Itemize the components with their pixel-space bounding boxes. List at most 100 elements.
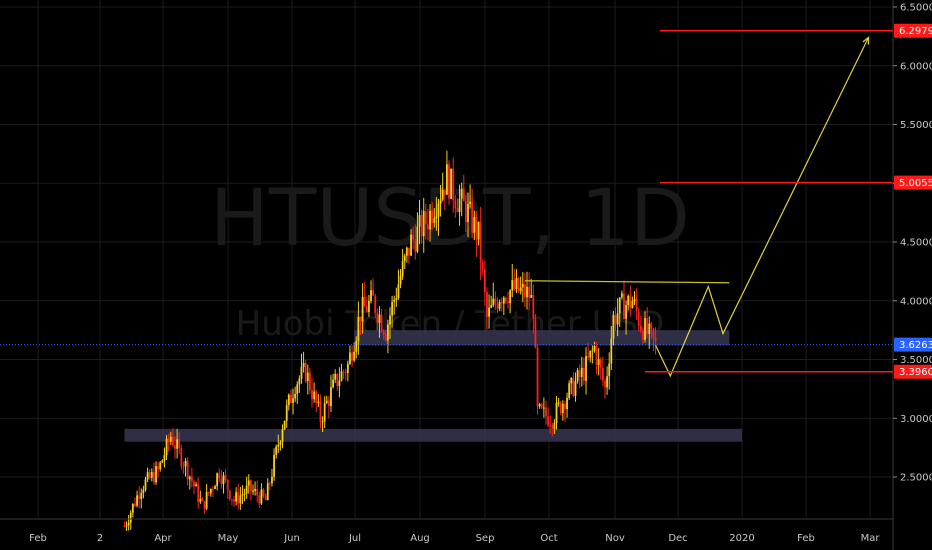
candle-body bbox=[532, 294, 535, 318]
candle-body bbox=[549, 425, 552, 427]
candle-body bbox=[498, 302, 501, 309]
candle-body bbox=[193, 481, 195, 487]
candle-body bbox=[376, 312, 379, 323]
price-tag bbox=[894, 337, 932, 352]
y-tick-label: 6.0000 bbox=[900, 61, 932, 72]
candle-body bbox=[380, 314, 383, 332]
candle-body bbox=[190, 476, 193, 482]
candle-body bbox=[186, 460, 189, 480]
candle-body bbox=[315, 391, 318, 403]
candle-body bbox=[199, 498, 202, 502]
candle-body bbox=[136, 495, 138, 506]
candle-body bbox=[490, 305, 493, 308]
y-tick-label: 3.0000 bbox=[900, 414, 932, 425]
candle-body bbox=[216, 473, 219, 487]
candle-body bbox=[327, 400, 330, 407]
candle-body bbox=[228, 490, 231, 500]
candle-body bbox=[169, 436, 172, 442]
x-tick-label: Mar bbox=[861, 533, 881, 544]
candle-body bbox=[292, 398, 294, 403]
candle-body bbox=[614, 315, 617, 325]
candle-body bbox=[142, 489, 145, 493]
candle-body bbox=[528, 286, 531, 298]
candle-body bbox=[500, 302, 503, 304]
candle-body bbox=[368, 301, 370, 312]
candle-body bbox=[608, 363, 611, 377]
candle-body bbox=[502, 297, 505, 304]
candle-body bbox=[462, 188, 465, 202]
candle-body bbox=[616, 313, 619, 325]
candle-body bbox=[446, 164, 448, 195]
candle-body bbox=[285, 405, 288, 421]
candle-body bbox=[201, 498, 204, 502]
candle-body bbox=[540, 404, 543, 408]
candle-body bbox=[205, 492, 208, 509]
candle-body bbox=[296, 384, 299, 394]
candle-body bbox=[467, 203, 469, 223]
x-tick-label: Apr bbox=[154, 533, 172, 544]
candle-body bbox=[224, 475, 227, 480]
candle-body bbox=[486, 292, 488, 317]
candle-body bbox=[606, 376, 609, 388]
candle-body bbox=[642, 330, 644, 340]
x-tick-label: Dec bbox=[668, 533, 687, 544]
candle-body bbox=[393, 299, 396, 302]
candle-body bbox=[138, 495, 141, 499]
candle-body bbox=[150, 472, 153, 478]
candle-body bbox=[601, 367, 604, 381]
candle-body bbox=[534, 317, 537, 348]
candle-body bbox=[235, 492, 238, 502]
candle-body bbox=[399, 276, 402, 285]
candle-body bbox=[454, 200, 457, 209]
candle-body bbox=[555, 402, 558, 424]
projection-arrowhead bbox=[862, 36, 870, 45]
candle-body bbox=[361, 296, 364, 322]
y-tick-label: 2.5000 bbox=[900, 473, 932, 484]
candle-body bbox=[344, 372, 347, 374]
candle-body bbox=[418, 215, 421, 227]
candle-body bbox=[171, 436, 174, 446]
candle-body bbox=[477, 221, 480, 240]
candle-body bbox=[521, 284, 524, 288]
candle-body bbox=[384, 334, 387, 341]
candle-body bbox=[127, 522, 130, 526]
candle-body bbox=[557, 402, 560, 404]
candle-body bbox=[184, 460, 187, 467]
candle-body bbox=[386, 324, 389, 341]
candle-body bbox=[566, 397, 568, 410]
candle-body bbox=[492, 298, 495, 306]
candle-body bbox=[578, 370, 581, 377]
candle-body bbox=[623, 293, 625, 319]
candle-body bbox=[317, 401, 320, 403]
x-tick-label: 2020 bbox=[729, 533, 754, 544]
candle-body bbox=[517, 278, 520, 292]
candle-body bbox=[167, 438, 170, 442]
support-zone bbox=[354, 330, 730, 346]
candle-body bbox=[123, 526, 126, 528]
candle-body bbox=[300, 366, 303, 379]
price-tag-label: 3.3960 bbox=[899, 367, 932, 378]
y-tick-label: 6.5000 bbox=[900, 3, 932, 14]
candle-body bbox=[523, 284, 526, 298]
candle-body bbox=[153, 472, 155, 483]
candle-body bbox=[460, 188, 463, 199]
candle-body bbox=[287, 394, 290, 406]
candle-body bbox=[330, 387, 332, 407]
candle-body bbox=[545, 407, 547, 417]
candle-body bbox=[479, 221, 482, 263]
candle-body bbox=[243, 493, 246, 495]
candle-body bbox=[268, 483, 271, 485]
candle-body bbox=[631, 301, 634, 308]
candle-body bbox=[448, 164, 450, 199]
candle-body bbox=[583, 367, 585, 381]
candle-body bbox=[646, 318, 649, 334]
support-zone bbox=[124, 428, 742, 442]
candle-body bbox=[203, 501, 206, 509]
candle-body bbox=[188, 476, 191, 480]
candle-body bbox=[281, 429, 284, 443]
candle-body bbox=[176, 439, 179, 449]
candle-body bbox=[144, 479, 147, 490]
candle-body bbox=[195, 484, 197, 487]
candle-body bbox=[410, 234, 412, 256]
